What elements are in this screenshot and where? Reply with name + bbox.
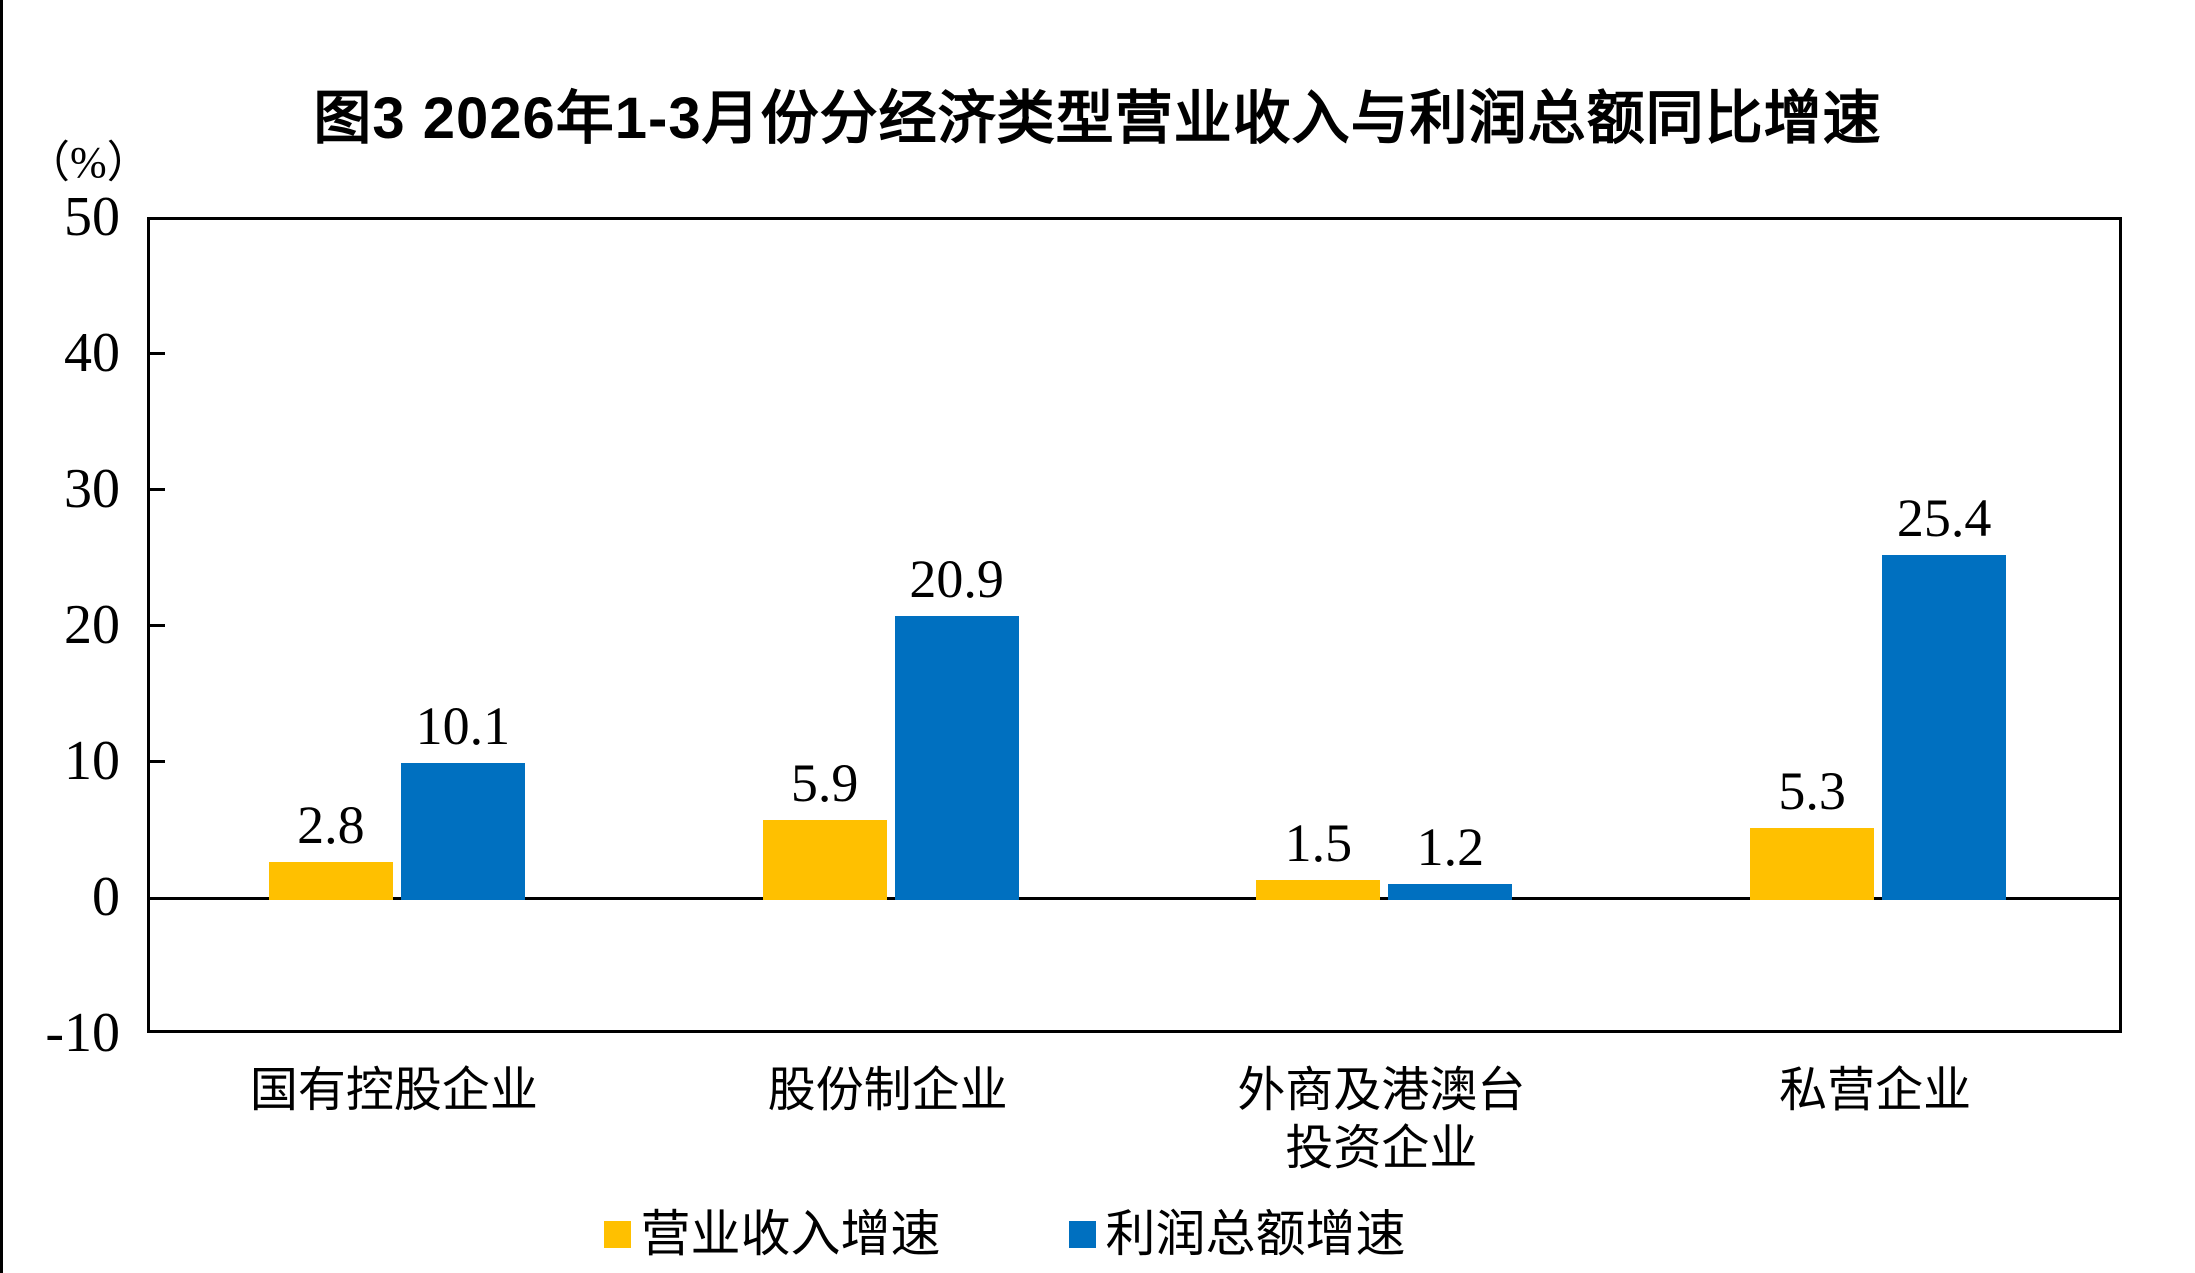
category-label-line: 国有控股企业 [249,1064,538,1117]
bar-value-label: 2.8 [297,794,365,855]
bar [762,819,887,900]
chart-title: 图3 2026年1-3月份分经济类型营业收入与利润总额同比增速 [313,86,1882,151]
bar-value-label: 1.5 [1284,812,1353,873]
bar-value-label: 5.3 [1778,760,1846,821]
category-label-line: 外商及港澳台 [1237,1064,1526,1117]
y-axis-tick-mark [150,488,165,491]
bar [268,861,393,900]
bar [1750,827,1875,900]
category-label: 私营企业 [1615,1062,2135,1120]
bar-value-label: 5.9 [790,752,859,813]
legend-swatch [1068,1220,1096,1248]
bar [1388,883,1513,900]
category-label-line: 股份制企业 [767,1064,1008,1117]
y-axis-tick-mark [150,760,165,763]
y-axis-tick-label: 10 [64,730,120,792]
bar [1882,554,2007,900]
plot-area: 2.8 10.1 5.9 20.9 1.5 1.2 5.3 25.4 [147,217,2122,1033]
bar-value-label: 25.4 [1896,487,1992,548]
legend-label: 营业收入增速 [640,1206,941,1262]
category-label: 股份制企业 [628,1062,1148,1120]
bar [400,762,525,900]
bar [1256,879,1381,900]
category-label: 国有控股企业 [134,1062,654,1120]
bar-value-label: 10.1 [415,695,511,756]
y-axis-tick-label: 50 [64,186,120,248]
y-axis-tick-label: -10 [45,1002,120,1064]
bar-value-label: 20.9 [909,548,1004,609]
legend-item: 营业收入增速 [603,1206,941,1262]
y-axis-tick-mark [150,624,165,627]
category-label-line: 私营企业 [1779,1064,1972,1117]
category-label-line: 投资企业 [1285,1122,1478,1175]
legend-item: 利润总额增速 [1068,1206,1406,1262]
legend-swatch [603,1220,631,1248]
y-axis-tick-label: 20 [64,594,120,656]
bar [894,615,1019,900]
bar-value-label: 1.2 [1416,816,1485,877]
y-axis-tick-label: 40 [64,322,120,384]
legend-label: 利润总额增速 [1105,1206,1406,1262]
category-label: 外商及港澳台 投资企业 [1121,1062,1641,1178]
legend: 营业收入增速 利润总额增速 [0,1206,2195,1262]
zero-axis-line [150,897,2119,900]
y-axis-tick-label: 0 [92,866,120,928]
y-axis-tick-mark [150,352,165,355]
y-axis-tick-label: 30 [64,458,120,520]
y-axis-unit-label: （%） [26,138,151,187]
page-left-border [0,0,3,1273]
